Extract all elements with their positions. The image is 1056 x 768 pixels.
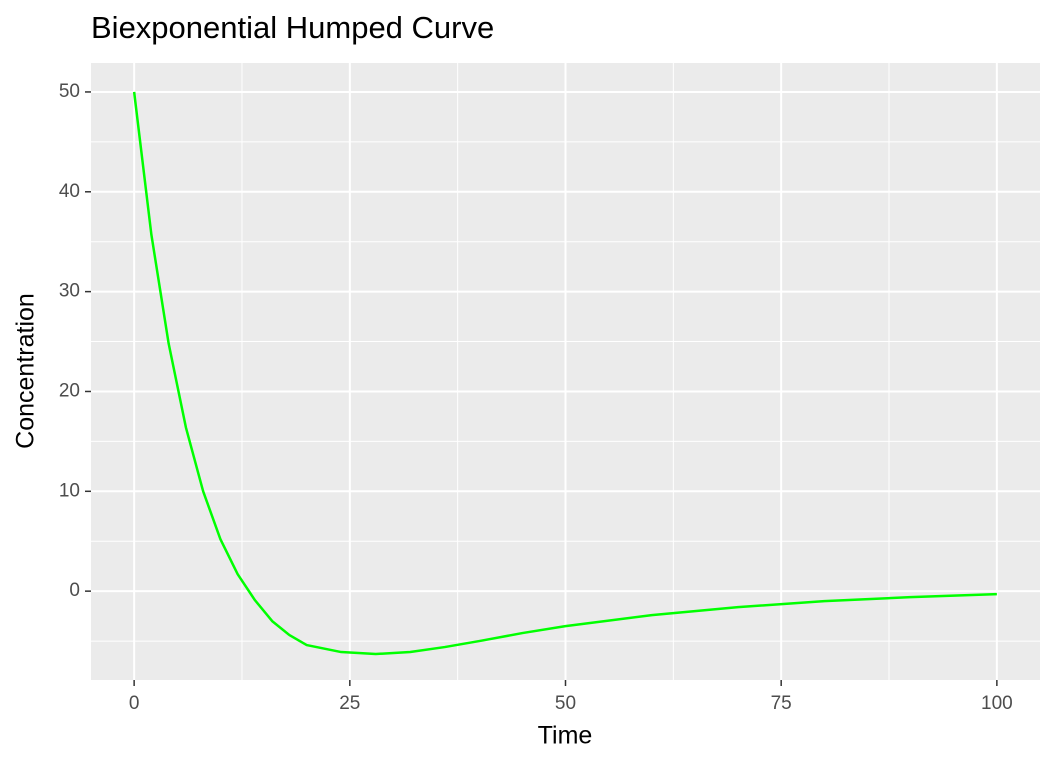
- x-tick-label: 50: [555, 693, 576, 714]
- line: [132, 91, 997, 656]
- x-axis-title: Time: [538, 722, 593, 750]
- y-tick-label: 0: [69, 580, 80, 601]
- y-tick-label: 10: [59, 480, 80, 501]
- y-tick-label: 50: [59, 81, 80, 102]
- y-tick-label: 20: [59, 380, 80, 401]
- x-tick-label: 0: [129, 693, 140, 714]
- y-tick-label: 40: [59, 181, 80, 202]
- y-axis-title: Concentration: [12, 293, 40, 449]
- y-tick-label: 30: [59, 281, 80, 302]
- x-tick-label: 100: [981, 693, 1013, 714]
- x-tick-label: 75: [771, 693, 792, 714]
- x-tick-label: 25: [339, 693, 360, 714]
- chart-title: Biexponential Humped Curve: [91, 10, 494, 45]
